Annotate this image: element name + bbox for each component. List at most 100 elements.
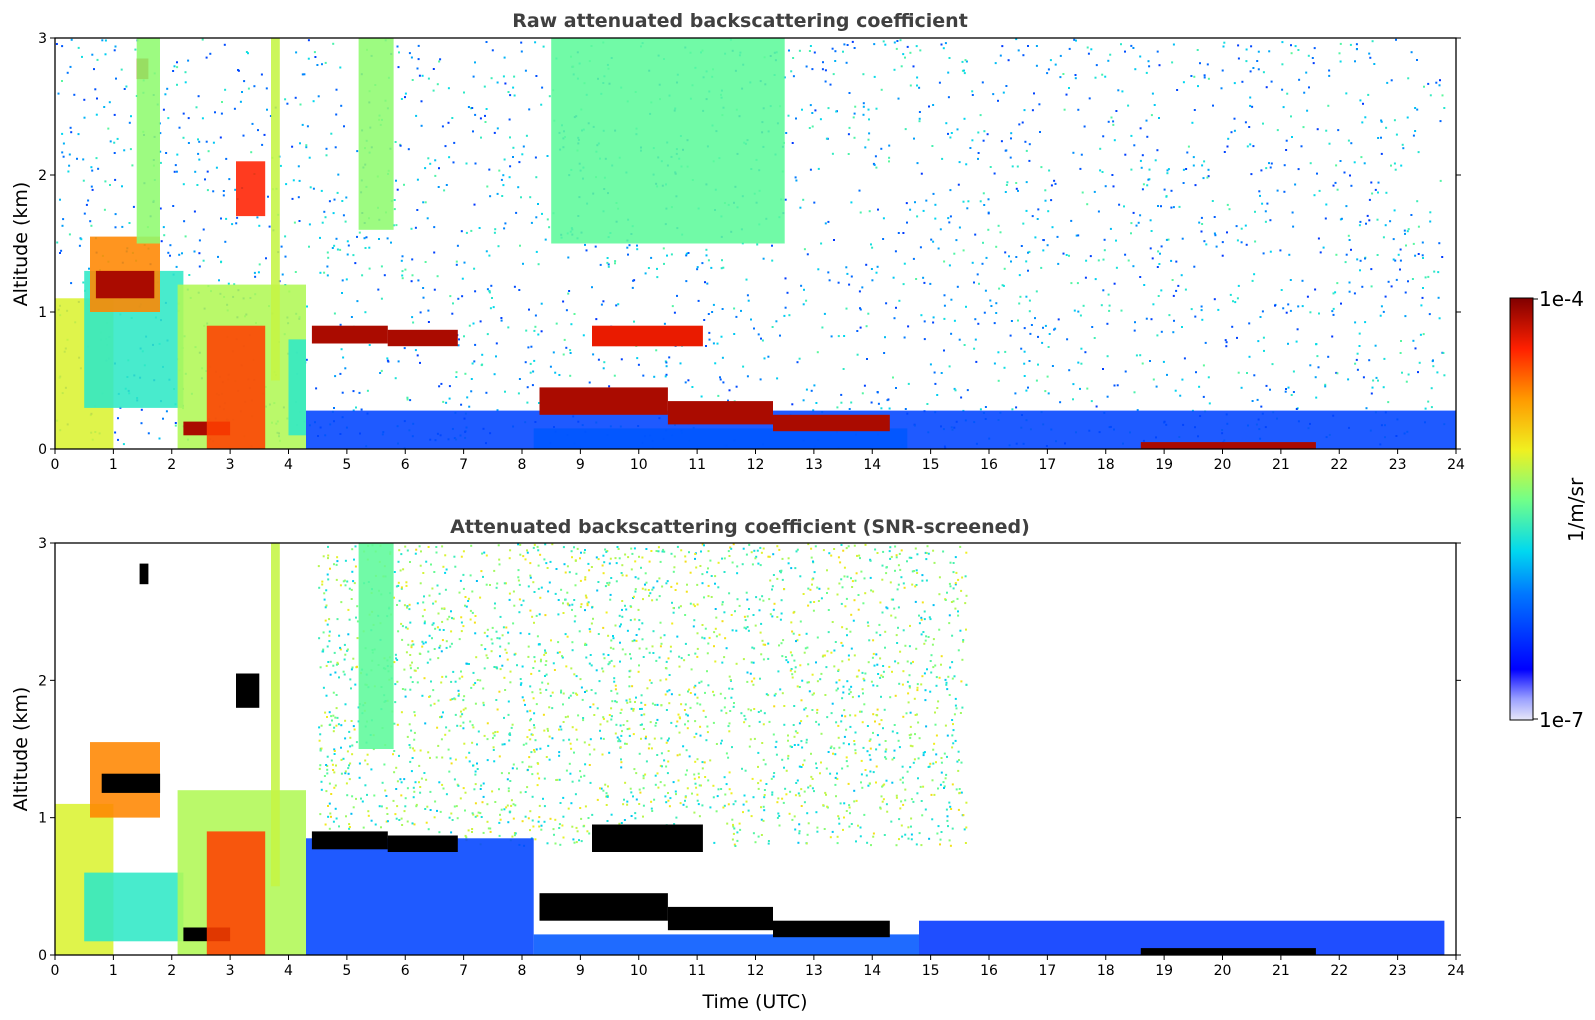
noise-cell xyxy=(473,203,476,206)
noise-cell xyxy=(486,803,489,806)
noise-cell xyxy=(641,556,644,559)
noise-cell xyxy=(607,265,610,268)
noise-cell xyxy=(647,747,650,750)
noise-cell xyxy=(432,89,435,92)
noise-cell xyxy=(1244,224,1247,227)
noise-cell xyxy=(1421,254,1424,257)
noise-cell xyxy=(1392,238,1395,241)
noise-cell xyxy=(1254,240,1257,243)
noise-cell xyxy=(600,737,602,740)
noise-cell xyxy=(123,149,126,152)
noise-cell xyxy=(853,740,856,742)
noise-cell xyxy=(344,653,347,656)
noise-cell xyxy=(764,643,767,646)
noise-cell xyxy=(944,777,947,780)
noise-cell xyxy=(413,738,416,741)
noise-cell xyxy=(977,152,980,154)
noise-cell xyxy=(693,773,696,776)
noise-cell xyxy=(912,257,915,260)
noise-cell xyxy=(333,786,336,789)
noise-cell xyxy=(920,172,923,175)
noise-cell xyxy=(593,714,596,716)
noise-cell xyxy=(957,614,960,617)
noise-cell xyxy=(614,684,617,687)
noise-cell xyxy=(340,746,342,749)
noise-cell xyxy=(1257,68,1260,71)
noise-cell xyxy=(902,283,905,286)
noise-cell xyxy=(1422,287,1424,289)
noise-cell xyxy=(1046,72,1049,75)
noise-cell xyxy=(315,387,318,390)
noise-cell xyxy=(326,645,329,648)
noise-cell xyxy=(169,254,171,257)
noise-cell xyxy=(481,353,484,356)
noise-cell xyxy=(1414,130,1417,132)
noise-cell xyxy=(1297,49,1300,51)
noise-cell xyxy=(946,688,949,691)
noise-cell xyxy=(1331,335,1334,338)
noise-cell xyxy=(1371,40,1374,43)
noise-cell xyxy=(1004,350,1007,353)
noise-cell xyxy=(924,639,927,642)
noise-cell xyxy=(584,576,587,579)
noise-cell xyxy=(316,64,319,66)
noise-cell xyxy=(706,731,709,734)
noise-cell xyxy=(1260,169,1263,172)
noise-cell xyxy=(529,576,532,579)
noise-cell xyxy=(650,747,653,750)
noise-cell xyxy=(560,689,563,692)
noise-cell xyxy=(923,281,926,284)
noise-cell xyxy=(513,75,516,78)
noise-cell xyxy=(609,646,612,649)
noise-cell xyxy=(871,656,874,659)
noise-cell xyxy=(567,292,570,295)
noise-cell xyxy=(537,820,540,823)
noise-cell xyxy=(868,210,871,213)
noise-cell xyxy=(826,592,828,594)
noise-cell xyxy=(397,630,400,633)
noise-cell xyxy=(895,794,898,797)
noise-cell xyxy=(1172,331,1175,334)
noise-cell xyxy=(400,98,403,100)
noise-cell xyxy=(776,801,779,804)
noise-cell xyxy=(435,551,438,554)
noise-cell xyxy=(942,781,945,784)
noise-cell xyxy=(1053,179,1056,182)
noise-cell xyxy=(780,642,783,645)
noise-cell xyxy=(235,222,238,225)
noise-cell xyxy=(811,787,814,790)
noise-cell xyxy=(1094,278,1097,281)
noise-cell xyxy=(612,647,615,650)
noise-cell xyxy=(603,561,606,564)
noise-cell xyxy=(732,543,735,546)
noise-cell xyxy=(540,302,543,305)
noise-cell xyxy=(854,579,857,582)
noise-cell xyxy=(853,743,856,746)
noise-cell xyxy=(1159,252,1161,255)
noise-cell xyxy=(321,221,324,224)
noise-cell xyxy=(68,153,71,156)
noise-cell xyxy=(1221,254,1224,257)
noise-cell xyxy=(747,809,750,812)
noise-cell xyxy=(350,668,353,671)
noise-cell xyxy=(762,758,765,761)
noise-cell xyxy=(489,830,492,833)
noise-cell xyxy=(685,749,688,752)
noise-cell xyxy=(897,739,900,742)
noise-cell xyxy=(637,363,640,366)
noise-cell xyxy=(335,563,338,566)
noise-cell xyxy=(425,778,428,781)
noise-cell xyxy=(326,573,329,576)
noise-cell xyxy=(1076,282,1079,285)
noise-cell xyxy=(895,844,898,847)
noise-cell xyxy=(927,552,930,555)
noise-cell xyxy=(800,805,803,807)
noise-cell xyxy=(113,113,116,116)
noise-cell xyxy=(56,241,59,244)
noise-cell xyxy=(479,812,482,815)
noise-cell xyxy=(684,381,687,384)
noise-cell xyxy=(440,715,443,718)
noise-cell xyxy=(436,83,439,86)
noise-cell xyxy=(925,558,928,561)
noise-cell xyxy=(1044,199,1047,202)
